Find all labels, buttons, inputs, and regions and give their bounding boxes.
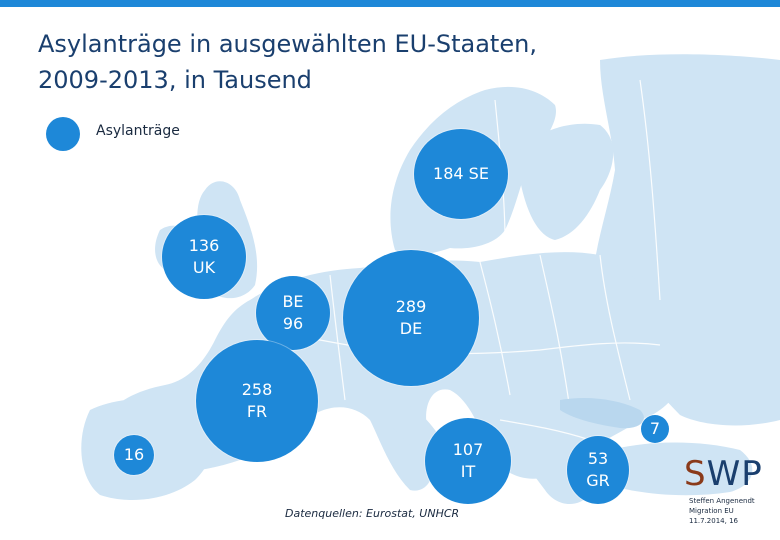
bubble-gr-value: 53 [587, 449, 609, 468]
bubble-it-value: 107 [452, 440, 484, 459]
bubble-uk-value: 136 [188, 236, 220, 255]
author-credit: Steffen Angenendt Migration EU 11.7.2014… [689, 496, 755, 526]
bubble-se: 184 SE [414, 129, 508, 219]
land-finland [520, 123, 614, 240]
bubble-it-code: IT [460, 462, 476, 481]
bubble-fr: 258 FR [196, 340, 318, 462]
bubble-de-value: 289 [395, 297, 427, 316]
bubble-be-value: 96 [282, 314, 304, 333]
legend-label: Asylanträge [96, 123, 180, 139]
land-blacksea-region [560, 398, 644, 429]
bubble-fr-code: FR [246, 402, 268, 421]
title-line-1: Asylanträge in ausgewählten EU-Staaten, [38, 30, 537, 58]
credit-author: Steffen Angenendt [689, 497, 755, 505]
bubble-de: 289 DE [343, 250, 479, 386]
data-source-note: Datenquellen: Eurostat, UNHCR [285, 507, 460, 520]
logo-letters-wp: WP [706, 454, 763, 494]
credit-date-page: 11.7.2014, 16 [689, 517, 738, 525]
bubble-gr-code: GR [586, 471, 610, 490]
land-turkey [602, 442, 753, 496]
bubble-uk-code: UK [192, 258, 216, 277]
map-title: Asylanträge in ausgewählten EU-Staaten, … [38, 26, 658, 98]
top-accent-bar [0, 0, 780, 7]
title-line-2: 2009-2013, in Tausend [38, 66, 312, 94]
legend-marker [46, 117, 80, 151]
logo-letter-s: S [684, 454, 707, 494]
bubble-es-value: 16 [123, 445, 145, 464]
bubble-fr-value: 258 [241, 380, 273, 399]
bubble-bg: 7 [641, 415, 669, 443]
bubble-es: 16 [114, 435, 154, 475]
bubble-se-label: 184 SE [433, 164, 489, 183]
bubble-be: BE 96 [256, 276, 330, 350]
credit-topic: Migration EU [689, 507, 734, 515]
bubble-be-code: BE [282, 292, 304, 311]
bubble-it: 107 IT [425, 418, 511, 504]
swp-logo: SWP [684, 454, 763, 494]
bubble-gr: 53 GR [567, 436, 629, 504]
bubble-de-code: DE [399, 319, 423, 338]
bubble-bg-value: 7 [649, 419, 661, 438]
bubble-uk: 136 UK [162, 215, 246, 299]
